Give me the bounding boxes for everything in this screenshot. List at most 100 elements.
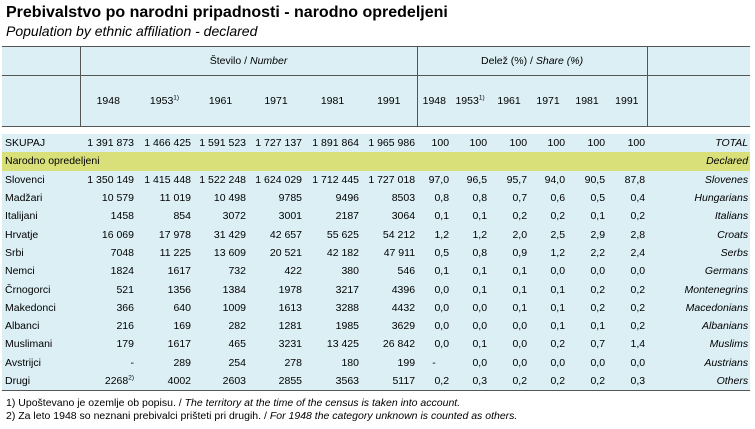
year-header: 1948 xyxy=(79,75,136,127)
number-value: 31 429 xyxy=(213,228,246,241)
number-cell: 1613 xyxy=(248,298,304,317)
number-value: 546 xyxy=(397,265,416,278)
number-cell: 1458 xyxy=(80,207,136,226)
number-value: 20 521 xyxy=(269,246,302,259)
row-label-en: Italians xyxy=(647,207,751,226)
number-cell: - xyxy=(80,353,136,372)
number-cell: 2187 xyxy=(304,207,361,226)
number-cell: 47 911 xyxy=(361,243,418,263)
year-label: 1953 xyxy=(455,95,479,107)
share-cell: 0,1 xyxy=(529,298,568,317)
share-cell: 0,8 xyxy=(417,188,452,208)
row-label: Črnogorci xyxy=(2,280,80,299)
year-header: 1948 xyxy=(416,75,452,127)
number-value: 4396 xyxy=(391,283,416,296)
year-label: 1948 xyxy=(422,95,446,107)
share-cell: 1,2 xyxy=(451,225,490,244)
share-cell: 96,5 xyxy=(451,170,490,189)
share-cell: 100 xyxy=(567,134,608,153)
number-cell: 1978 xyxy=(248,280,304,299)
row-label-en: Slovenes xyxy=(647,170,751,189)
number-cell: 366 xyxy=(80,298,136,317)
number-cell: 1 727 137 xyxy=(248,134,304,153)
header-blank xyxy=(2,75,80,127)
number-cell: 282 xyxy=(193,316,248,336)
table-row: Makedonci 366 640 1009 1613 3288 4432 0,0 0,0 0,1… xyxy=(2,298,751,317)
number-cell: 1 466 425 xyxy=(136,134,193,153)
number-value: 7048 xyxy=(110,246,134,259)
number-cell: 13 425 xyxy=(304,335,361,354)
number-value: 26 842 xyxy=(382,338,416,351)
year-label: 1991 xyxy=(377,95,401,107)
share-cell: 0,2 xyxy=(417,371,452,392)
number-cell: 1009 xyxy=(193,298,248,317)
number-cell: 854 xyxy=(136,207,193,226)
row-label: Slovenci xyxy=(2,170,80,189)
row-label: Hrvatje xyxy=(2,225,80,244)
row-label: Makedonci xyxy=(2,298,80,317)
share-cell: 0,5 xyxy=(567,188,608,208)
number-cell: 380 xyxy=(304,262,361,281)
number-value: 1 727 018 xyxy=(368,173,416,186)
number-cell: 521 xyxy=(80,280,136,299)
number-value: 1 415 448 xyxy=(144,173,191,186)
table-row: Črnogorci 521 1356 1384 1978 3217 4396 0,0 0,1 0,… xyxy=(2,280,751,299)
table-row: Srbi 7048 11 225 13 609 20 521 42 182 47 911 0,… xyxy=(2,243,751,263)
share-cell: 100 xyxy=(417,134,452,153)
year-header: 1981 xyxy=(567,75,608,127)
number-cell: 465 xyxy=(193,335,248,354)
number-cell: 5117 xyxy=(361,371,418,392)
number-cell: 1 415 448 xyxy=(136,170,193,189)
share-cell: 1,2 xyxy=(529,243,568,263)
share-cell: 0,2 xyxy=(607,298,648,317)
number-cell: 9496 xyxy=(304,188,361,208)
row-label: Drugi xyxy=(2,371,80,392)
share-cell: 0,1 xyxy=(451,262,490,281)
number-cell: 1617 xyxy=(136,262,193,281)
number-cell: 55 625 xyxy=(304,225,361,244)
number-value: 3217 xyxy=(335,283,359,296)
share-cell: 100 xyxy=(451,134,490,153)
share-cell: 0,0 xyxy=(567,353,608,372)
year-header: 19531) xyxy=(136,75,193,127)
share-cell: 0,2 xyxy=(529,207,568,226)
share-cell: 2,8 xyxy=(607,225,648,244)
row-label: SKUPAJ xyxy=(2,134,80,153)
total-row: SKUPAJ 1 391 873 1 466 425 1 591 523 1 727 1… xyxy=(2,134,751,153)
number-value: 1458 xyxy=(110,210,134,223)
share-cell: 2,2 xyxy=(567,243,608,263)
number-cell: 1 350 149 xyxy=(80,170,136,189)
number-value: 2855 xyxy=(278,375,302,387)
share-cell: 0,2 xyxy=(567,298,608,317)
number-cell: 1 522 248 xyxy=(193,170,248,189)
number-value: 42 657 xyxy=(269,228,302,241)
number-cell: 54 212 xyxy=(361,225,418,244)
number-value: 179 xyxy=(116,338,134,351)
number-cell: 1281 xyxy=(248,316,304,336)
share-cell: 0,0 xyxy=(489,353,530,372)
row-label-en: Albanians xyxy=(647,316,751,336)
number-value: 1 350 149 xyxy=(87,173,134,186)
row-label: Albanci xyxy=(2,316,80,336)
number-value: 1 965 986 xyxy=(368,137,416,150)
row-label: Madžari xyxy=(2,188,80,208)
number-cell: 4432 xyxy=(361,298,418,317)
share-cell: 0,1 xyxy=(567,316,608,336)
number-value: 5117 xyxy=(392,375,416,387)
number-value: 465 xyxy=(228,338,246,351)
year-header: 1991 xyxy=(607,75,648,127)
share-cell: 0,2 xyxy=(529,371,568,392)
number-value: 3231 xyxy=(278,338,302,351)
share-cell: 0,1 xyxy=(567,207,608,226)
footnote-separator: / xyxy=(264,410,267,422)
number-value: 169 xyxy=(173,320,191,333)
row-label-en: Montenegrins xyxy=(647,280,751,299)
footnotes: 1) Upoštevano je ozemlje ob popisu. / Th… xyxy=(6,397,517,423)
share-cell: 100 xyxy=(607,134,648,153)
share-cell: 0,2 xyxy=(489,207,530,226)
row-label: Italijani xyxy=(2,207,80,226)
number-value: 282 xyxy=(228,320,246,333)
share-cell: 2,0 xyxy=(489,225,530,244)
number-cell: 17 978 xyxy=(136,225,193,244)
share-cell: 0,0 xyxy=(529,262,568,281)
